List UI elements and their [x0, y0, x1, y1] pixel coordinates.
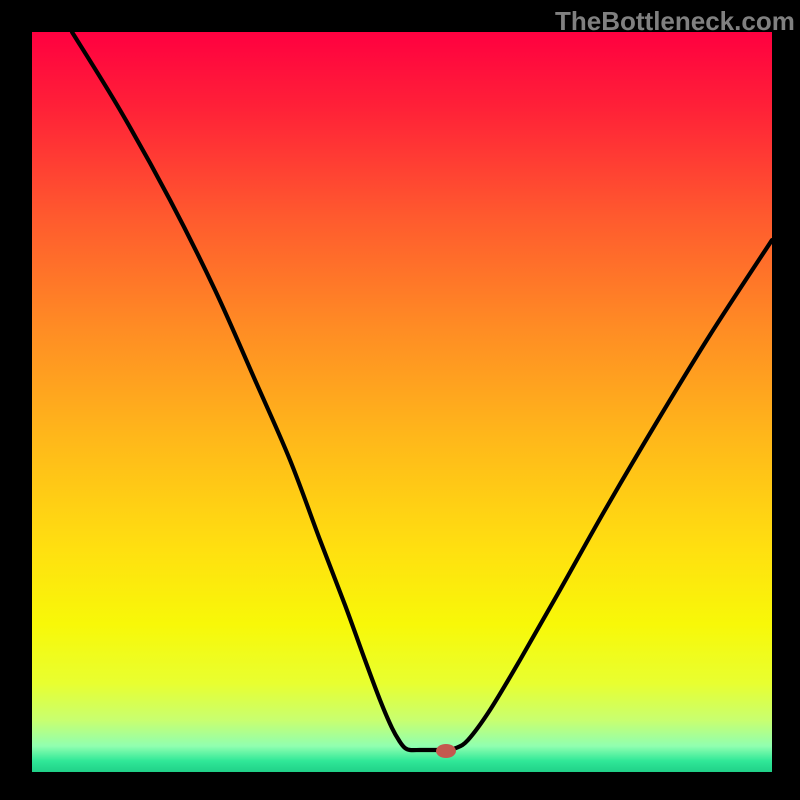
bottleneck-marker	[32, 32, 772, 772]
bottleneck-curve	[32, 32, 772, 772]
plot-area	[32, 32, 772, 772]
chart-frame: TheBottleneck.com	[0, 0, 800, 800]
watermark-text: TheBottleneck.com	[555, 6, 795, 37]
